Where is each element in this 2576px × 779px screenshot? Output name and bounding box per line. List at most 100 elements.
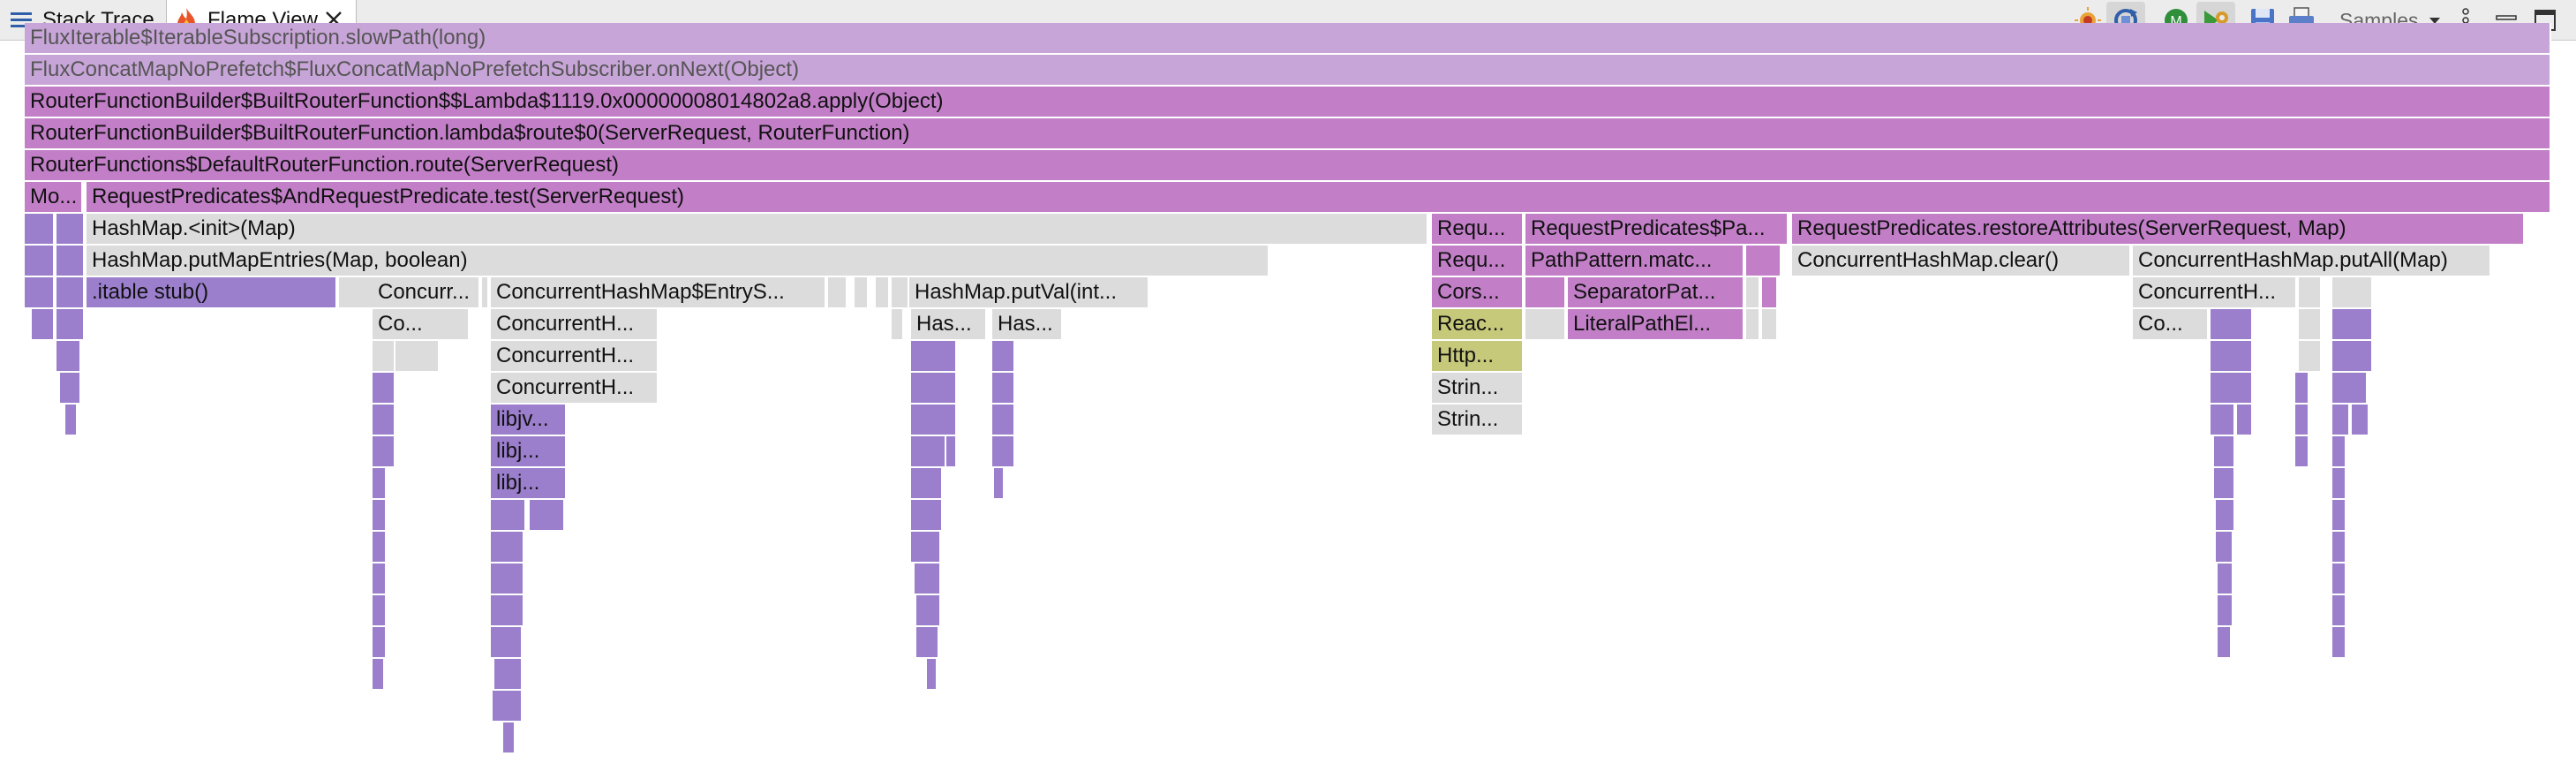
- flame-frame[interactable]: ConcurrentH...: [491, 341, 659, 373]
- flame-frame[interactable]: [56, 214, 85, 246]
- flame-frame[interactable]: HashMap.<init>(Map): [87, 214, 1428, 246]
- flame-frame[interactable]: [2218, 563, 2233, 595]
- flame-frame[interactable]: [373, 468, 387, 500]
- flame-frame[interactable]: [2211, 405, 2235, 436]
- flame-frame[interactable]: [493, 691, 523, 722]
- flame-frame[interactable]: [1746, 246, 1781, 277]
- flame-frame[interactable]: [373, 341, 395, 373]
- flame-frame[interactable]: Reac...: [1432, 309, 1524, 341]
- flame-frame[interactable]: [911, 405, 957, 436]
- flame-frame[interactable]: [2299, 309, 2322, 341]
- flame-frame[interactable]: [2216, 532, 2233, 563]
- flame-frame[interactable]: Strin...: [1432, 373, 1524, 405]
- flame-frame[interactable]: [32, 309, 55, 341]
- flame-frame[interactable]: Strin...: [1432, 405, 1524, 436]
- flame-frame[interactable]: [2216, 500, 2235, 532]
- flame-frame[interactable]: [892, 277, 909, 309]
- flame-frame[interactable]: [946, 436, 957, 468]
- flame-frame[interactable]: [65, 405, 78, 436]
- flame-frame[interactable]: [1746, 309, 1760, 341]
- flame-frame[interactable]: [1762, 309, 1778, 341]
- flame-frame[interactable]: [2218, 627, 2232, 659]
- flame-frame[interactable]: [2332, 405, 2350, 436]
- flame-frame[interactable]: [373, 627, 387, 659]
- flame-frame[interactable]: Co...: [373, 309, 470, 341]
- flame-frame[interactable]: [2295, 405, 2309, 436]
- flame-frame[interactable]: [992, 405, 1015, 436]
- flame-frame[interactable]: [491, 500, 526, 532]
- flame-frame[interactable]: [25, 246, 55, 277]
- flame-frame[interactable]: [373, 659, 385, 691]
- flame-frame[interactable]: [482, 277, 489, 309]
- flame-frame[interactable]: Has...: [992, 309, 1063, 341]
- flame-frame[interactable]: [1525, 309, 1566, 341]
- flame-frame[interactable]: FluxIterable$IterableSubscription.slowPa…: [25, 23, 2551, 55]
- flame-frame[interactable]: PathPattern.matc...: [1525, 246, 1744, 277]
- flame-frame[interactable]: [56, 341, 81, 373]
- flame-frame[interactable]: RouterFunctions$DefaultRouterFunction.ro…: [25, 150, 2551, 182]
- minimize-icon[interactable]: [2491, 5, 2521, 35]
- flame-frame[interactable]: [56, 309, 85, 341]
- flame-frame[interactable]: [828, 277, 847, 309]
- flame-frame[interactable]: [915, 563, 941, 595]
- flame-frame[interactable]: HashMap.putVal(int...: [909, 277, 1149, 309]
- flame-frame[interactable]: LiteralPathEl...: [1568, 309, 1744, 341]
- flame-frame[interactable]: [911, 436, 946, 468]
- flame-frame[interactable]: [530, 500, 565, 532]
- flame-frame[interactable]: [373, 500, 387, 532]
- flame-frame[interactable]: Requ...: [1432, 214, 1524, 246]
- flame-frame[interactable]: [2214, 468, 2235, 500]
- flame-frame[interactable]: RouterFunctionBuilder$BuiltRouterFunctio…: [25, 87, 2551, 118]
- flame-frame[interactable]: [2332, 309, 2373, 341]
- flame-frame[interactable]: [2332, 595, 2346, 627]
- flame-frame[interactable]: [373, 532, 387, 563]
- flame-frame[interactable]: Requ...: [1432, 246, 1524, 277]
- flame-frame[interactable]: [373, 373, 395, 405]
- flame-frame[interactable]: [2332, 532, 2346, 563]
- flame-frame[interactable]: [373, 595, 387, 627]
- flame-frame[interactable]: [60, 373, 81, 405]
- flame-frame[interactable]: FluxConcatMapNoPrefetch$FluxConcatMapNoP…: [25, 55, 2551, 87]
- flame-frame[interactable]: ConcurrentHashMap.clear(): [1792, 246, 2131, 277]
- flame-frame[interactable]: [855, 277, 869, 309]
- flame-frame[interactable]: [2332, 277, 2373, 309]
- flame-frame[interactable]: [491, 595, 524, 627]
- flame-frame[interactable]: [25, 277, 55, 309]
- flame-frame[interactable]: [339, 277, 374, 309]
- flame-frame[interactable]: [2332, 436, 2346, 468]
- flame-frame[interactable]: SeparatorPat...: [1568, 277, 1744, 309]
- flame-frame[interactable]: [491, 563, 524, 595]
- flame-frame[interactable]: Mo...: [25, 182, 83, 214]
- flame-frame[interactable]: [994, 468, 1005, 500]
- flame-frame[interactable]: [992, 373, 1015, 405]
- flame-frame[interactable]: [56, 246, 85, 277]
- flame-frame[interactable]: RequestPredicates$Pa...: [1525, 214, 1789, 246]
- flame-frame[interactable]: [2332, 373, 2368, 405]
- flame-frame[interactable]: ConcurrentHashMap.putAll(Map): [2133, 246, 2491, 277]
- flame-frame[interactable]: [916, 627, 939, 659]
- flame-frame[interactable]: RequestPredicates.restoreAttributes(Serv…: [1792, 214, 2525, 246]
- flame-frame[interactable]: [2299, 277, 2322, 309]
- flame-frame[interactable]: ConcurrentHashMap$EntryS...: [491, 277, 826, 309]
- flame-frame[interactable]: [2295, 373, 2309, 405]
- flame-frame[interactable]: Concurr...: [373, 277, 480, 309]
- flame-frame[interactable]: [2295, 436, 2309, 468]
- flame-frame[interactable]: [56, 277, 85, 309]
- flame-frame[interactable]: [2332, 341, 2373, 373]
- flame-frame[interactable]: [2332, 500, 2346, 532]
- flame-frame[interactable]: [911, 373, 957, 405]
- flame-frame[interactable]: [2332, 468, 2346, 500]
- flame-frame[interactable]: RequestPredicates$AndRequestPredicate.te…: [87, 182, 2551, 214]
- flame-frame[interactable]: [876, 277, 890, 309]
- flame-frame[interactable]: [911, 500, 943, 532]
- flame-frame[interactable]: Http...: [1432, 341, 1524, 373]
- flame-frame[interactable]: [2352, 405, 2369, 436]
- flame-frame[interactable]: [1525, 277, 1566, 309]
- flame-frame[interactable]: [373, 405, 395, 436]
- flame-frame[interactable]: [2299, 341, 2322, 373]
- flame-frame[interactable]: [911, 468, 943, 500]
- flame-frame[interactable]: [911, 341, 957, 373]
- flame-frame[interactable]: [2211, 341, 2253, 373]
- flame-frame[interactable]: [395, 341, 440, 373]
- flame-frame[interactable]: [491, 627, 523, 659]
